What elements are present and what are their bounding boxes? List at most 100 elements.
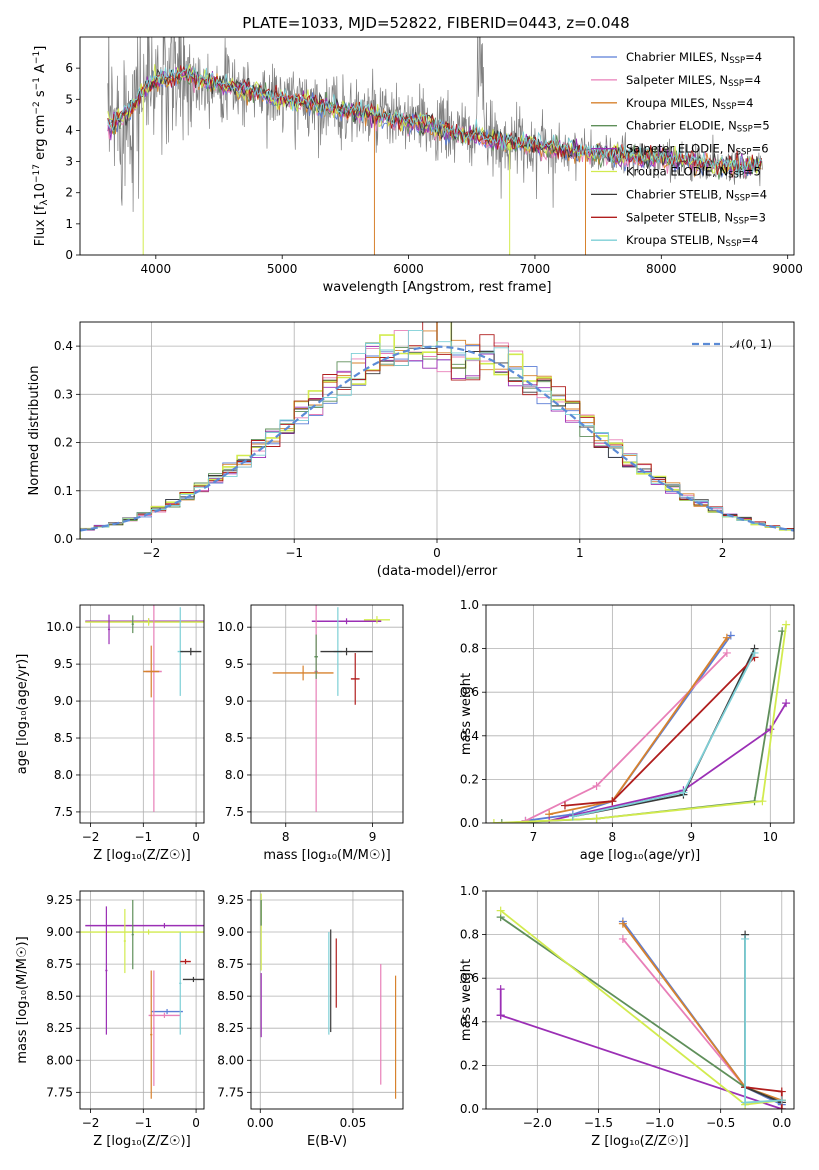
y-tick-label: 8.0	[54, 768, 73, 782]
x-tick-label: 4000	[141, 262, 172, 276]
y-tick-label: 8.5	[54, 731, 73, 745]
legend-name: Chabrier MILES, N	[626, 50, 729, 64]
errorbar-point	[123, 908, 126, 974]
legend-entry: 𝒩(0, 1)	[730, 337, 772, 351]
mass-weight-marker	[777, 1087, 786, 1096]
errorbar-point	[350, 653, 360, 705]
axes-mass_vs_Z: −2 −1 0 7.75 8.00 8.25 8.50 8.75 9.00 9.25 Z [log₁…	[15, 890, 205, 1149]
mass-weight-line	[622, 920, 783, 1106]
y-tick-label: 0.8	[460, 642, 479, 656]
y-axis-label: age [log₁₀(age/yr)]	[15, 654, 30, 775]
mass-weight-line	[744, 934, 783, 1104]
x-tick-label: 6000	[393, 262, 424, 276]
axes-mass_vs_ebv: 0.00 0.05 7.75 8.00 8.25 8.50 8.75 9.00 9.25 E(B-…	[217, 890, 404, 1149]
y-axis-label: mass weight	[459, 959, 474, 1041]
errorbar-point	[143, 645, 160, 698]
axes-frame	[250, 604, 404, 824]
x-axis-label: mass [log₁₀(M/M☉)]	[263, 848, 390, 863]
errorbar-point	[150, 970, 153, 1099]
mass-weight-marker	[777, 1105, 786, 1109]
axes-frame	[79, 321, 795, 540]
mass-weight-marker	[722, 633, 731, 642]
y-tick-label: 6	[65, 61, 73, 75]
y-tick-label: 0.0	[54, 532, 73, 546]
mass-weight-line	[500, 909, 782, 1106]
mass-weight-line	[493, 624, 787, 823]
plot-area-mass_vs_ebv	[251, 891, 403, 1109]
mass-weight-marker	[679, 788, 688, 797]
y-tick-label: 8.50	[217, 989, 244, 1003]
axes-frame	[485, 604, 795, 824]
legend-name: Kroupa ELODIE, N	[626, 165, 728, 179]
figure-title: PLATE=1033, MJD=52822, FIBERID=0443, z=0…	[242, 14, 629, 32]
y-tick-label: 1	[65, 217, 73, 231]
errorbar-point	[151, 1008, 183, 1015]
y-tick-label: 7.5	[225, 805, 244, 819]
axes-residuals: −2 −1 0 1 2 0.0 0.1 0.2 0.3 0.4 (data-model)/error…	[27, 321, 795, 579]
mass-weight-marker	[496, 906, 505, 915]
legend-nssp-sub: SSP	[721, 102, 737, 112]
mass-weight-marker	[618, 934, 627, 943]
x-axis-label: E(B-V)	[307, 1134, 347, 1149]
mass-weight-marker	[777, 1096, 786, 1105]
legend-name: Salpeter ELODIE, N	[626, 142, 736, 156]
mass-weight-marker	[497, 819, 506, 823]
legend-nssp-sub: SSP	[736, 148, 752, 158]
normal-reference-curve	[80, 345, 794, 532]
mass-weight-marker	[782, 699, 791, 708]
axes-frame	[79, 604, 205, 824]
legend-nssp-sub: SSP	[733, 217, 749, 227]
mass-weight-marker	[782, 620, 791, 629]
x-tick-label: 7000	[520, 262, 551, 276]
errorbar-point	[311, 618, 382, 625]
x-tick-label: 8	[609, 830, 617, 844]
y-tick-label: 0.2	[460, 1058, 479, 1072]
y-tick-label: 0.0	[460, 1102, 479, 1116]
mass-weight-marker	[766, 725, 775, 734]
legend-nssp-sub: SSP	[726, 239, 742, 249]
mass-weight-marker	[568, 812, 577, 821]
mass-weight-line	[499, 989, 783, 1109]
mass-weight-line	[501, 631, 784, 823]
mass-weight-line	[549, 637, 728, 816]
x-tick-label: −2	[82, 830, 100, 844]
plot-area-mass_weight_vs_age	[486, 605, 794, 823]
y-tick-label: 4	[65, 123, 73, 137]
mass-weight-marker	[750, 648, 759, 657]
y-axis-label-part: erg cm	[33, 115, 48, 164]
y-tick-label: 0.4	[460, 1015, 479, 1029]
errorbar-point	[85, 923, 204, 929]
mass-weight-marker	[489, 819, 498, 823]
x-tick-label: 9	[369, 830, 377, 844]
x-tick-label: −1.0	[645, 1116, 674, 1130]
legend-nssp-sub: SSP	[729, 56, 745, 66]
y-axis-label-part: Flux [f	[33, 205, 48, 246]
x-tick-label: 0.00	[247, 1116, 274, 1130]
axes-spectrum: 4000 5000 6000 7000 8000 9000 0 1 2 3 4 5 6 wavelengt…	[32, 36, 803, 295]
plot-area-mass_vs_Z	[80, 891, 204, 1109]
model-spectrum-line	[107, 64, 762, 179]
errorbar-point	[80, 929, 204, 935]
y-tick-label: 8.5	[225, 731, 244, 745]
y-tick-label: 10.0	[46, 620, 73, 634]
y-tick-label: 8.75	[217, 957, 244, 971]
y-tick-label: 3	[65, 155, 73, 169]
x-tick-label: −1	[285, 546, 303, 560]
x-tick-label: −2	[82, 1116, 100, 1130]
x-axis-label: Z [log₁₀(Z/Z☉)]	[591, 1134, 688, 1149]
x-tick-label: 0.0	[772, 1116, 791, 1130]
errorbar-point	[182, 976, 204, 983]
mass-weight-line	[525, 634, 732, 822]
y-tick-label: 8.50	[46, 989, 73, 1003]
y-tick-label: 0.8	[460, 928, 479, 942]
mass-weight-line	[525, 652, 728, 822]
mass-weight-line	[622, 938, 783, 1104]
errorbar-point	[131, 899, 134, 970]
y-tick-label: 0.3	[54, 387, 73, 401]
y-axis-label-part: s	[33, 90, 48, 101]
mass-weight-line	[744, 939, 782, 1104]
mass-weight-marker	[741, 934, 750, 943]
legend-entry: Salpeter ELODIE, NSSP=6	[626, 142, 769, 158]
legend-entry: Chabrier MILES, NSSP=4	[626, 50, 762, 66]
